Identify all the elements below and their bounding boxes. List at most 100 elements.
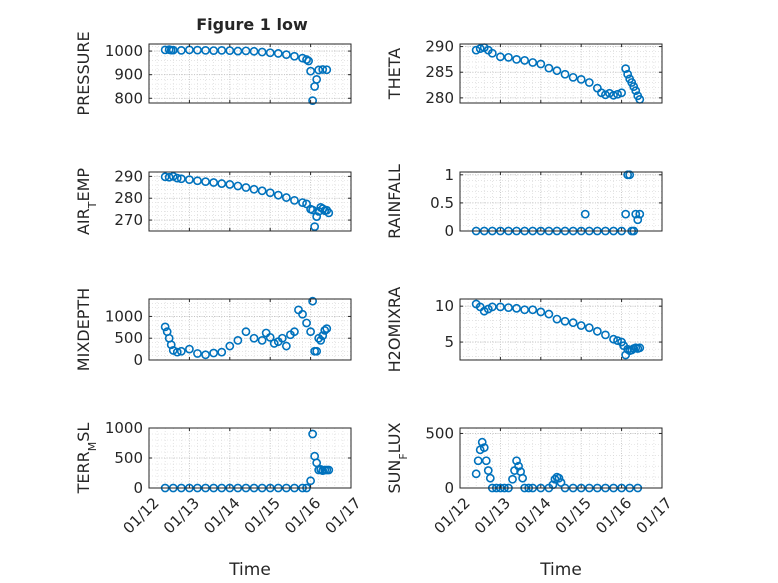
y-tick-label: 10	[435, 297, 454, 315]
data-point	[233, 181, 243, 191]
data-point	[554, 473, 564, 483]
x-tick-label: 01/15	[241, 494, 284, 537]
data-point	[257, 335, 267, 345]
data-point	[308, 205, 318, 215]
data-point	[635, 209, 645, 219]
y-tick-label: 500	[114, 449, 143, 467]
data-point	[193, 45, 202, 55]
y-tick-label: 1000	[105, 307, 143, 325]
data-point	[225, 341, 235, 351]
data-point	[487, 48, 497, 58]
data-point	[241, 183, 251, 192]
data-point	[475, 44, 485, 54]
data-point	[172, 347, 182, 357]
data-point	[609, 90, 618, 100]
y-axis-label: PRESSURE	[74, 31, 93, 115]
data-point	[623, 69, 633, 79]
y-axis-label: AIRTEMP	[74, 168, 99, 235]
data-point	[290, 51, 299, 61]
y-tick-label: 800	[114, 89, 143, 107]
y-tick-label: 900	[114, 66, 143, 84]
x-tick-label: 01/14	[511, 494, 554, 537]
data-point	[273, 190, 283, 200]
data-point	[635, 343, 645, 353]
y-tick-label: 0	[133, 479, 143, 497]
data-point	[512, 456, 521, 466]
data-point	[471, 469, 481, 479]
data-point	[609, 334, 618, 344]
data-point	[290, 327, 299, 337]
x-axis-label: Time	[539, 560, 582, 580]
data-point	[308, 429, 318, 439]
data-point	[249, 184, 259, 194]
data-point	[613, 89, 622, 99]
data-point	[481, 456, 491, 466]
y-axis-label: MIXDEPTH	[74, 288, 93, 371]
data-point	[257, 186, 267, 196]
data-point	[265, 188, 275, 198]
data-point	[504, 52, 513, 62]
y-tick-label: 1	[444, 166, 454, 184]
x-tick-label: 01/12	[430, 494, 473, 537]
data-point	[217, 179, 227, 188]
data-point	[621, 64, 631, 74]
data-point	[528, 305, 538, 315]
data-point	[316, 335, 326, 345]
data-point	[473, 456, 483, 466]
data-point	[168, 45, 178, 55]
data-point	[168, 346, 178, 355]
x-tick-label: 01/13	[160, 494, 203, 537]
data-point	[560, 69, 570, 79]
data-point	[281, 50, 291, 60]
data-point	[477, 437, 487, 447]
data-point	[487, 302, 497, 312]
data-point	[621, 209, 631, 219]
data-point	[269, 339, 279, 348]
data-point	[176, 346, 186, 356]
data-point	[584, 78, 594, 87]
data-point	[172, 173, 182, 183]
data-point	[302, 318, 311, 328]
x-axis-label: Time	[228, 560, 271, 580]
data-point	[257, 47, 267, 57]
data-point	[312, 75, 322, 84]
y-axis-label: TERRMSL	[74, 423, 99, 495]
data-point	[209, 348, 219, 358]
subplot-rainfall: 0 0.5 1 RAINFALL	[385, 164, 663, 240]
data-point	[536, 59, 546, 69]
plot-area	[460, 172, 662, 231]
data-point	[281, 341, 291, 351]
axes-box	[459, 427, 663, 489]
y-tick-label: 500	[425, 424, 454, 442]
data-point	[601, 90, 610, 100]
data-point	[209, 178, 219, 187]
data-point	[265, 332, 275, 342]
data-point	[631, 86, 641, 96]
data-point	[631, 209, 641, 219]
x-tick-label: 01/16	[281, 494, 324, 537]
data-point	[512, 54, 521, 64]
data-point	[560, 316, 570, 326]
y-axis-label: RAINFALL	[385, 164, 404, 239]
data-point	[201, 350, 210, 360]
data-point	[217, 347, 227, 357]
data-point	[176, 45, 186, 55]
y-axis-label: H2OMIXRA	[385, 287, 404, 373]
data-point	[249, 46, 259, 56]
data-point	[164, 172, 174, 182]
y-axis-label: THETA	[385, 48, 404, 100]
data-point	[160, 172, 170, 182]
data-point	[281, 193, 291, 202]
data-point	[580, 209, 590, 219]
data-point	[306, 66, 315, 76]
data-point	[176, 174, 186, 184]
axes-box	[148, 171, 352, 232]
subplot-mixdepth: 0 500 1000 MIXDEPTH	[74, 288, 352, 371]
y-tick-label: 290	[114, 167, 143, 185]
y-tick-label: 0.5	[430, 194, 454, 212]
data-point	[184, 175, 194, 185]
y-tick-label: 280	[114, 189, 143, 207]
data-point	[193, 349, 202, 358]
